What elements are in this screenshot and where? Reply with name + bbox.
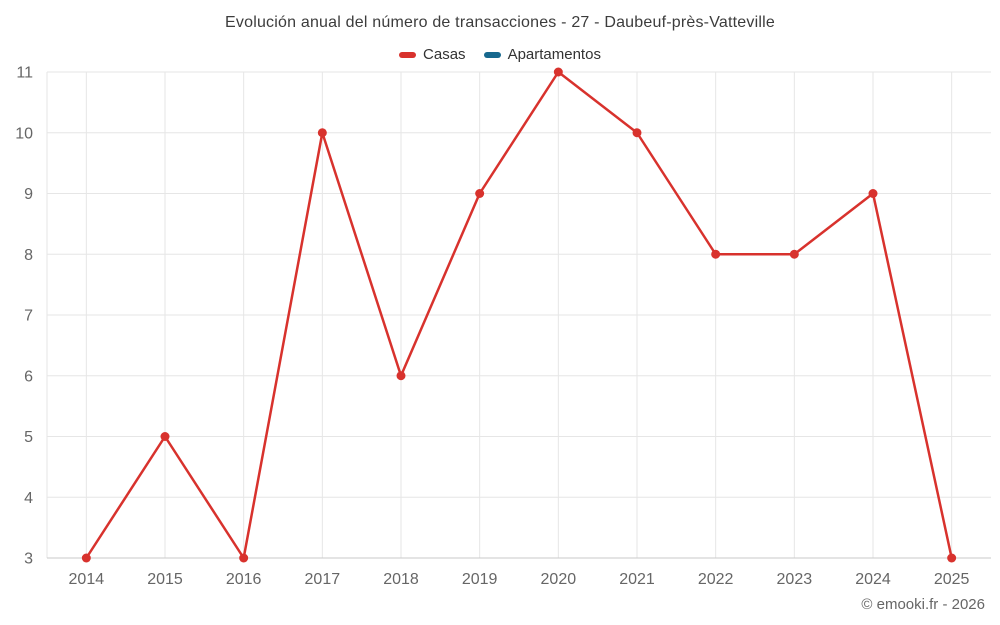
x-axis-tick-label: 2024 [855,571,891,588]
y-axis-tick-label: 5 [24,429,33,446]
y-axis-tick-label: 7 [24,308,33,325]
data-point-marker[interactable] [789,249,799,259]
x-axis-tick-label: 2021 [619,571,655,588]
data-point-marker[interactable] [160,432,170,441]
x-axis-tick-label: 2016 [226,571,262,588]
series-line-casas [85,70,953,560]
y-axis-tick-label: 11 [16,65,33,82]
legend-swatch-apartamentos-icon [483,51,501,58]
y-axis-tick-label: 10 [15,125,33,142]
data-point-marker[interactable] [553,67,563,77]
x-axis-tick-label: 2023 [777,571,813,588]
data-point-marker[interactable] [239,553,249,563]
x-axis-tick-label: 2025 [934,571,970,588]
x-axis-tick-label: 2015 [147,571,183,588]
x-axis-tick-label: 2020 [541,571,577,588]
chart-title: Evolución anual del número de transaccio… [225,14,775,31]
data-point-marker[interactable] [317,128,327,138]
data-point-marker[interactable] [81,553,91,563]
legend-label-apartamentos: Apartamentos [507,46,601,63]
credit-link[interactable]: © emooki.fr - 2026 [861,596,985,613]
legend: Casas Apartamentos [0,46,1000,63]
x-axis-tick-label: 2019 [462,571,498,588]
legend-label-casas: Casas [423,46,466,63]
y-axis-tick-label: 4 [24,490,33,507]
x-axis-tick-label: 2018 [383,571,419,588]
data-point-marker[interactable] [396,371,406,381]
y-axis-tick-label: 9 [24,186,33,203]
data-point-marker[interactable] [947,553,957,563]
y-axis-tick-label: 6 [24,368,33,385]
x-axis-tick-label: 2014 [69,571,105,588]
data-point-marker[interactable] [868,189,878,198]
data-point-marker[interactable] [475,189,485,198]
y-axis-tick-label: 8 [24,247,33,264]
legend-item-casas[interactable]: Casas [399,46,466,63]
legend-item-apartamentos[interactable]: Apartamentos [483,46,601,63]
x-axis-tick-label: 2017 [305,571,341,588]
y-axis-tick-label: 3 [24,551,33,568]
data-point-marker[interactable] [632,128,642,138]
legend-swatch-casas-icon [399,51,417,58]
data-point-marker[interactable] [711,249,721,259]
x-axis-tick-label: 2022 [698,571,734,588]
